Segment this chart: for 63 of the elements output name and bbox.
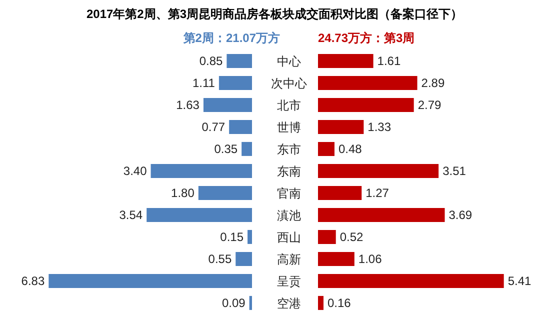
data-label: 6.83 xyxy=(21,274,45,288)
y-tick-label: 滇池 xyxy=(277,208,301,222)
bar xyxy=(318,274,504,288)
y-tick-label: 东南 xyxy=(277,164,301,178)
data-label: 1.11 xyxy=(192,76,216,90)
data-label: 1.33 xyxy=(368,120,392,134)
data-label: 0.52 xyxy=(340,230,364,244)
bar xyxy=(218,76,252,90)
y-tick-label: 世博 xyxy=(277,120,301,134)
bar xyxy=(146,208,252,222)
bar xyxy=(318,120,364,134)
bar xyxy=(318,230,336,244)
data-label: 1.63 xyxy=(176,98,200,112)
bar xyxy=(198,186,252,200)
data-label: 3.54 xyxy=(119,208,143,222)
bar xyxy=(203,98,252,112)
bar xyxy=(229,120,252,134)
y-tick-label: 高新 xyxy=(277,252,301,266)
bar xyxy=(236,252,252,266)
bar xyxy=(318,142,334,156)
bar xyxy=(150,164,252,178)
data-label: 0.35 xyxy=(214,142,238,156)
bar xyxy=(318,54,374,68)
y-tick-label: 空港 xyxy=(277,296,301,310)
y-tick-label: 次中心 xyxy=(271,76,307,90)
data-label: 0.85 xyxy=(199,54,224,68)
bar xyxy=(249,296,252,310)
bar xyxy=(318,296,324,310)
bar xyxy=(318,76,418,90)
bar xyxy=(318,98,414,112)
bar xyxy=(318,164,439,178)
bar xyxy=(318,252,354,266)
bar xyxy=(248,230,252,244)
data-label: 0.55 xyxy=(208,252,232,266)
data-label: 0.48 xyxy=(338,142,362,156)
data-label: 0.77 xyxy=(202,120,226,134)
data-label: 3.69 xyxy=(448,208,472,222)
data-label: 3.40 xyxy=(123,164,148,178)
bar xyxy=(318,186,362,200)
bar xyxy=(226,54,252,68)
series-label: 24.73万方：第3周 xyxy=(318,30,416,47)
y-tick-label: 北市 xyxy=(277,98,301,112)
y-tick-label: 呈贡 xyxy=(277,274,301,288)
data-label: 1.80 xyxy=(171,186,195,200)
data-label: 1.06 xyxy=(358,252,382,266)
data-label: 2.79 xyxy=(418,98,442,112)
data-label: 1.27 xyxy=(366,186,390,200)
y-tick-label: 西山 xyxy=(277,230,301,244)
data-label: 3.51 xyxy=(442,164,466,178)
series-label: 第2周：21.07万方 xyxy=(182,30,280,47)
data-label: 0.15 xyxy=(220,230,244,244)
data-label: 5.41 xyxy=(508,274,532,288)
bar xyxy=(318,208,445,222)
y-tick-label: 中心 xyxy=(277,54,301,68)
bar xyxy=(242,142,252,156)
data-label: 1.61 xyxy=(377,54,401,68)
chart-title: 2017年第2周、第3周昆明商品房各板块成交面积对比图（备案口径下） xyxy=(85,6,464,23)
y-tick-label: 东市 xyxy=(277,142,301,156)
y-tick-label: 官南 xyxy=(277,186,301,200)
data-label: 0.09 xyxy=(222,296,246,310)
data-label: 2.89 xyxy=(421,76,445,90)
data-label: 0.16 xyxy=(327,296,352,310)
bar xyxy=(48,274,252,288)
